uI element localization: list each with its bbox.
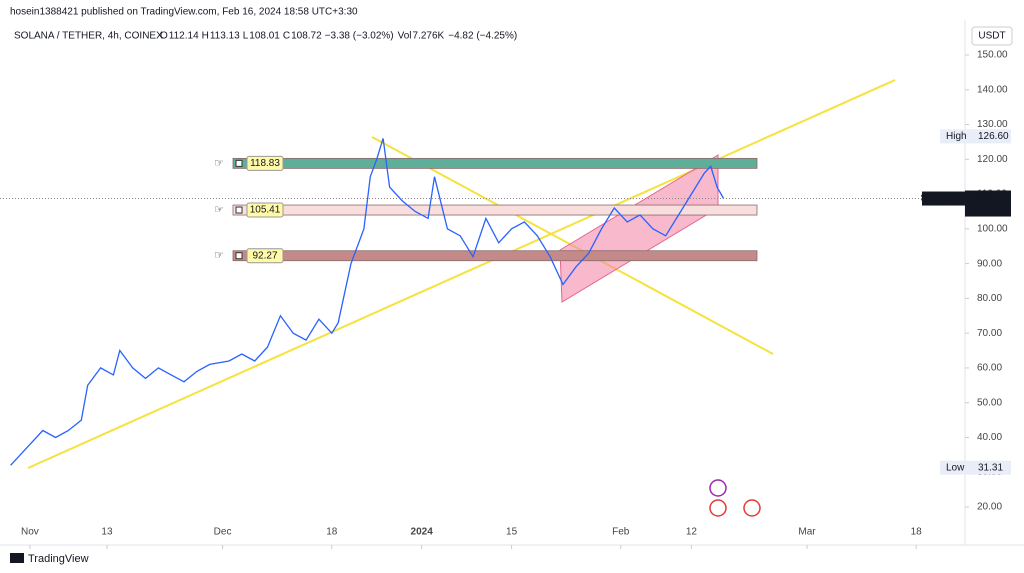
level-handle [235, 159, 243, 167]
level-label: 105.41 [250, 205, 281, 216]
level-handle [235, 206, 243, 214]
level-label-box [246, 155, 284, 171]
high-value: 126.60 [978, 131, 1009, 142]
level-label: 118.83 [250, 158, 280, 169]
y-tick-label: 20.00 [977, 502, 1002, 513]
published: hosein1388421 published on TradingView.c… [10, 7, 358, 18]
footer: TradingView [28, 553, 89, 565]
x-tick-label: Mar [798, 527, 816, 538]
y-tick-label: 70.00 [977, 328, 1002, 339]
level-label: 92.27 [252, 250, 277, 261]
ohlc-extra: Vol [398, 31, 412, 42]
ohlc: O 112.14 H 113.13 L 108.01 C 108.72 −3.38 (−3.02… [160, 31, 517, 42]
y-tick-label: 50.00 [977, 397, 1002, 408]
y-tick-label: 100.00 [977, 223, 1008, 234]
event-icon [743, 499, 761, 517]
symbol: SOLANA / TETHER, 4h, COINEX [14, 31, 163, 42]
currency: USDT [978, 31, 1005, 42]
logo [10, 553, 24, 563]
last-price-box [965, 190, 1011, 217]
x-tick-label: 18 [911, 527, 923, 538]
x-tick-label: 15 [506, 527, 518, 538]
level-label-box [246, 248, 284, 264]
currency-box [971, 26, 1013, 46]
x-tick-label: Feb [612, 527, 630, 538]
y-tick-label: 140.00 [977, 84, 1008, 95]
y-tick-label: 40.00 [977, 432, 1002, 443]
level-icon: ☞ [214, 157, 224, 169]
ohlc-key: O [160, 31, 168, 42]
low-value: 31.31 [978, 462, 1003, 473]
x-tick-label: Dec [214, 527, 232, 538]
ohlc-key: L [243, 31, 249, 42]
y-tick-label: 120.00 [977, 154, 1008, 165]
level-icon: ☞ [214, 250, 224, 262]
last-name: SOLUSDT [920, 193, 967, 204]
trend-line [27, 79, 896, 469]
low-box [940, 460, 1011, 475]
ohlc-extra: 7.276K [413, 31, 445, 42]
ohlc-value: 108.72 [291, 31, 322, 42]
x-tick-label: 12 [686, 527, 698, 538]
x-tick-label: Nov [21, 527, 39, 538]
ohlc-value: 113.13 [210, 31, 240, 42]
last-name-box [922, 191, 965, 206]
ohlc-value: 108.01 [249, 31, 280, 42]
event-icon [709, 479, 727, 497]
level-handle [235, 252, 243, 260]
level-zone [232, 250, 758, 262]
ohlc-value: 112.14 [169, 31, 199, 42]
level-zone [232, 204, 758, 216]
x-tick-label: 13 [101, 527, 113, 538]
ohlc-extra: −3.38 (−3.02%) [325, 31, 394, 42]
y-tick-label: 60.00 [977, 363, 1002, 374]
high-box [940, 129, 1011, 144]
last-timer: 31:50 [975, 204, 1000, 215]
plot: 118.83 ☞ 105.41 ☞ 92.27 ☞ [10, 138, 758, 466]
low-name: Low [946, 462, 965, 473]
ohlc-key: H [202, 31, 209, 42]
ohlc-key: C [283, 31, 290, 42]
x-tick-label: 18 [326, 527, 338, 538]
y-tick-label: 150.00 [977, 50, 1008, 61]
price-line [10, 138, 725, 466]
y-tick-label: 130.00 [977, 119, 1008, 130]
ohlc-extra: −4.82 (−4.25%) [448, 31, 517, 42]
high-name: High [946, 131, 967, 142]
level-zone [232, 157, 758, 169]
level-label-box [246, 202, 284, 218]
last-price: 108.72 [973, 192, 1004, 203]
level-icon: ☞ [214, 204, 224, 216]
event-icon [709, 499, 727, 517]
y-tick-label: 90.00 [977, 258, 1002, 269]
x-tick-label: 2024 [411, 527, 434, 538]
y-tick-label: 80.00 [977, 293, 1002, 304]
